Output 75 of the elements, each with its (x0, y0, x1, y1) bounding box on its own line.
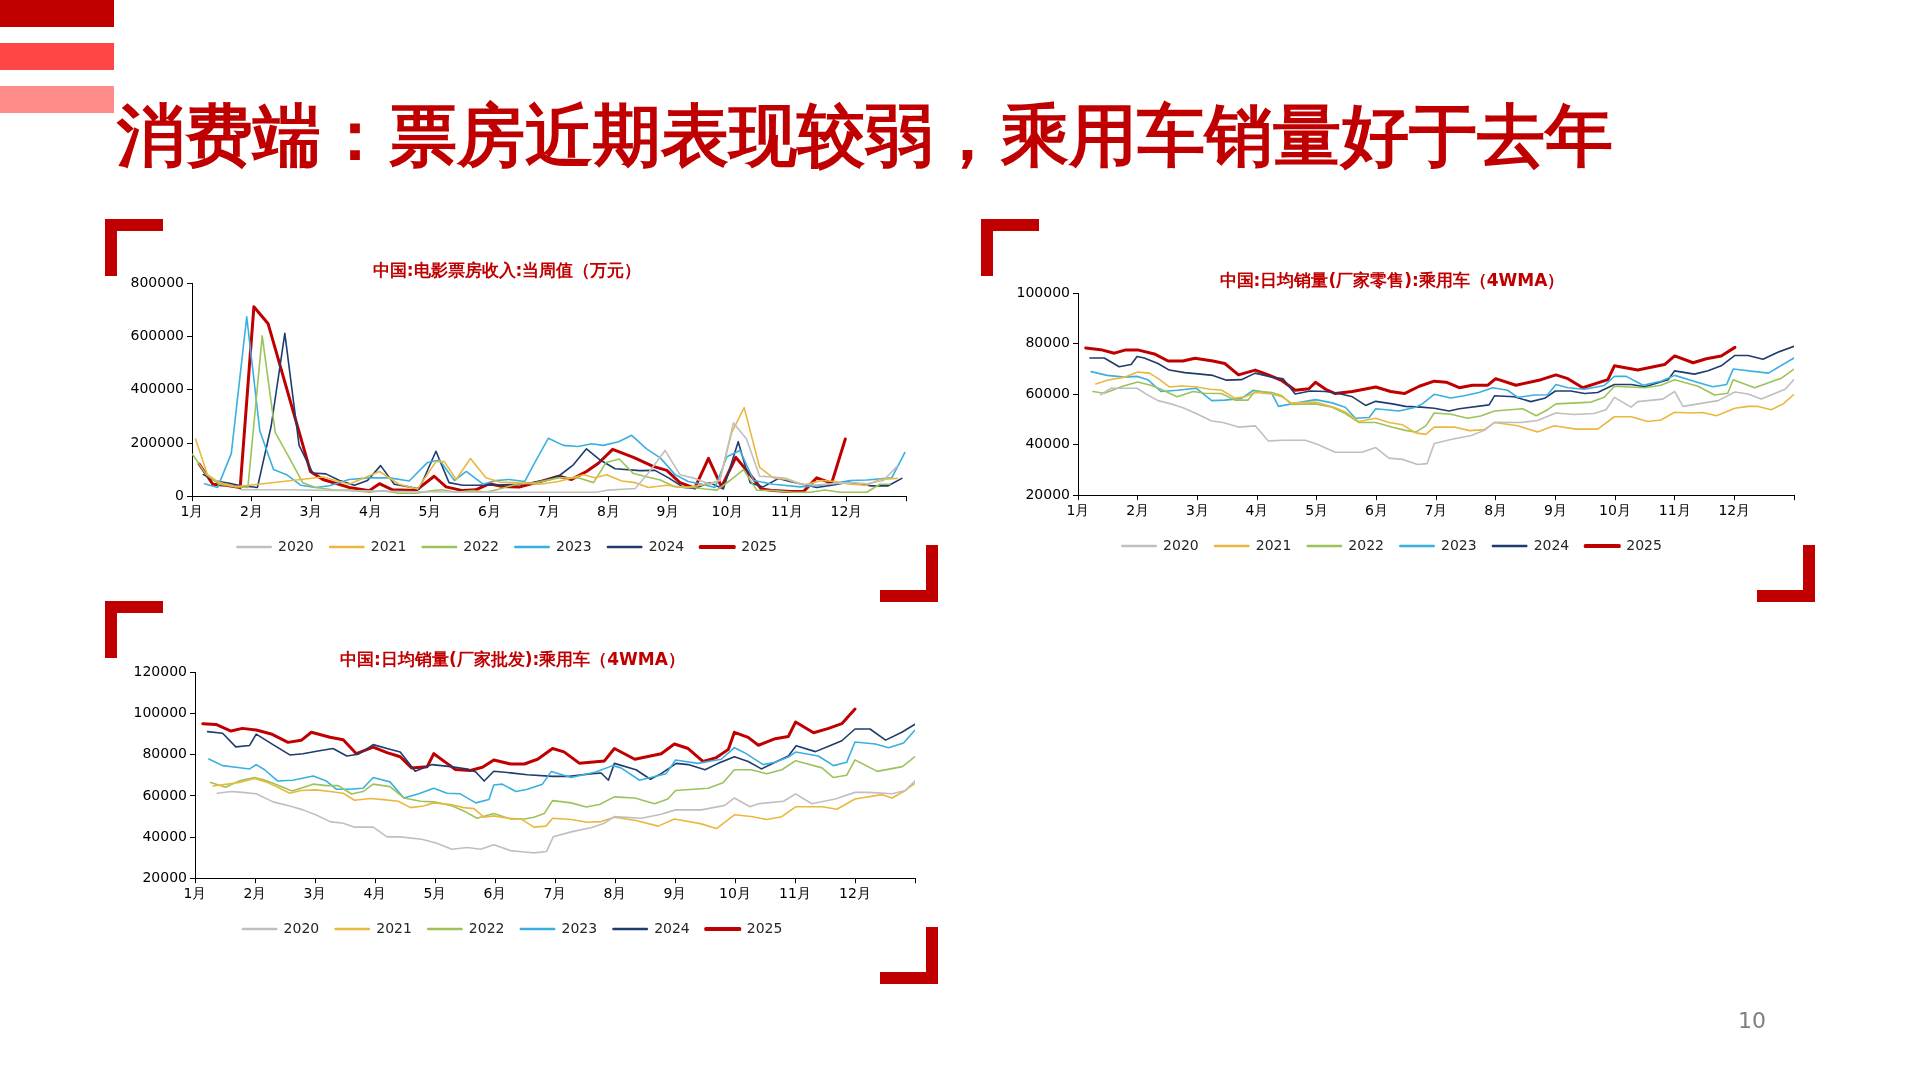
x-tick-label: 12月 (830, 503, 863, 520)
y-tick-label: 400000 (130, 380, 184, 397)
chart-title: 中国:日均销量(厂家批发):乘用车（4WMA） (340, 648, 685, 669)
x-tick-label: 10月 (719, 885, 751, 902)
x-tick-label: 2月 (240, 503, 263, 520)
legend-label: 2020 (278, 537, 314, 554)
legend-label: 2022 (1348, 536, 1385, 553)
x-tick-label: 7月 (1424, 502, 1448, 519)
x-tick-label: 2月 (1126, 502, 1150, 519)
x-tick-label: 1月 (180, 503, 204, 520)
x-tick-label: 11月 (1658, 502, 1691, 519)
x-tick-label: 4月 (359, 503, 382, 520)
legend-label: 2020 (283, 919, 320, 936)
x-tick-label: 7月 (543, 885, 567, 902)
x-tick-label: 8月 (603, 885, 627, 902)
x-tick-label: 5月 (418, 503, 442, 520)
x-tick-label: 9月 (656, 503, 680, 520)
legend-label: 2024 (648, 537, 685, 554)
legend-label: 2021 (376, 919, 412, 936)
x-tick-label: 6月 (483, 885, 507, 902)
legend-label: 2020 (1163, 536, 1199, 553)
y-tick-label: 0 (175, 486, 184, 503)
x-tick-label: 4月 (363, 885, 387, 902)
y-tick-label: 100000 (1016, 284, 1070, 301)
legend-label: 2022 (468, 919, 505, 936)
x-tick-label: 10月 (1599, 502, 1631, 519)
x-tick-label: 3月 (299, 503, 323, 520)
legend-label: 2021 (370, 537, 407, 554)
y-tick-label: 20000 (142, 868, 187, 885)
chart-title: 中国:电影票房收入:当周值（万元） (372, 259, 642, 280)
x-tick-label: 11月 (771, 503, 803, 520)
x-tick-label: 3月 (1185, 502, 1209, 519)
y-tick-label: 120000 (133, 663, 187, 680)
x-tick-label: 9月 (1543, 502, 1567, 519)
legend-label: 2024 (1533, 536, 1570, 553)
x-tick-label: 8月 (597, 503, 620, 520)
x-tick-label: 2月 (243, 885, 267, 902)
legend-label: 2024 (654, 919, 690, 936)
legend-label: 2025 (746, 919, 783, 936)
x-tick-label: 3月 (303, 885, 327, 902)
x-tick-label: 10月 (711, 503, 744, 520)
x-tick-label: 11月 (779, 885, 811, 902)
text: 消费端：票房近期表现较弱，乘用车销量好于去年 (117, 96, 1613, 175)
y-tick-label: 80000 (1025, 334, 1070, 351)
x-tick-label: 9月 (663, 885, 687, 902)
legend-label: 2022 (463, 537, 500, 554)
legend-label: 2025 (741, 537, 777, 554)
y-tick-label: 80000 (142, 745, 187, 762)
legend-label: 2023 (1441, 536, 1477, 553)
legend-label: 2021 (1255, 536, 1292, 553)
x-tick-label: 5月 (423, 885, 447, 902)
y-tick-label: 40000 (1025, 435, 1070, 452)
x-tick-label: 12月 (1718, 502, 1751, 519)
x-tick-label: 6月 (478, 503, 501, 520)
y-tick-label: 60000 (1025, 384, 1070, 401)
x-tick-label: 7月 (537, 503, 561, 520)
y-tick-label: 200000 (130, 433, 184, 450)
x-tick-label: 1月 (183, 885, 207, 902)
y-tick-label: 800000 (130, 274, 184, 291)
x-tick-label: 4月 (1245, 502, 1269, 519)
legend-label: 2025 (1626, 536, 1662, 553)
text: 10 (1738, 1008, 1766, 1033)
x-tick-label: 8月 (1484, 502, 1508, 519)
x-tick-label: 5月 (1305, 502, 1329, 519)
y-tick-label: 60000 (142, 786, 187, 803)
x-tick-label: 1月 (1066, 502, 1090, 519)
y-tick-label: 600000 (130, 327, 184, 344)
legend-label: 2023 (561, 919, 598, 936)
chart-title: 中国:日均销量(厂家零售):乘用车（4WMA） (1219, 269, 1565, 290)
y-tick-label: 100000 (133, 704, 187, 721)
x-tick-label: 6月 (1364, 502, 1388, 519)
legend-label: 2023 (556, 537, 592, 554)
y-tick-label: 20000 (1025, 485, 1070, 502)
x-tick-label: 12月 (839, 885, 871, 902)
y-tick-label: 40000 (142, 827, 187, 844)
